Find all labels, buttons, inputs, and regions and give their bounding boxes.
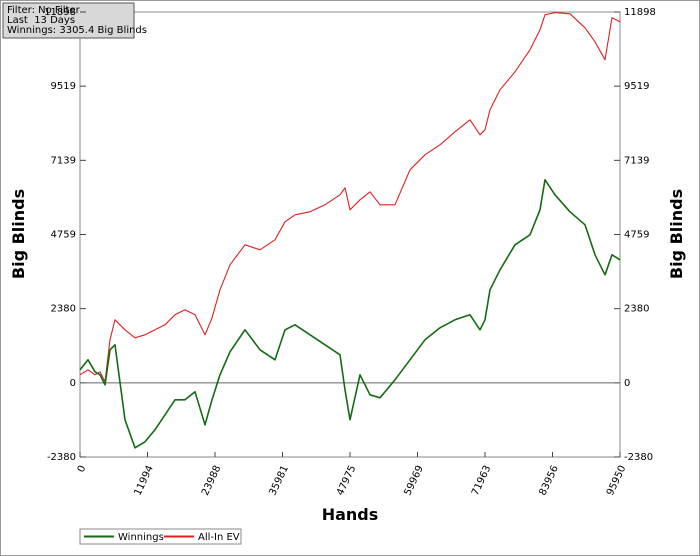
y-tick-label: 4759: [51, 230, 76, 241]
y-tick-label: 11898: [44, 7, 76, 18]
y2-tick-label: 0: [624, 378, 630, 389]
y-tick-label: 9519: [51, 81, 76, 92]
y-tick-label: -2380: [47, 452, 76, 463]
y2-tick-label: -2380: [624, 452, 653, 463]
y2-tick-label: 4759: [624, 230, 649, 241]
plot-area: [79, 11, 621, 458]
series-line: [79, 12, 621, 383]
y-tick-label: 2380: [51, 304, 76, 315]
legend-label: Winnings: [118, 532, 164, 543]
legend-label: All-In EV: [198, 532, 240, 543]
y2-tick-label: 11898: [624, 7, 656, 18]
y2-tick-label: 2380: [624, 304, 649, 315]
y2-tick-label: 7139: [624, 155, 649, 166]
x-tick-label: 0: [76, 464, 89, 474]
info-box: [2, 2, 135, 39]
y-axis-title-right: Big Blinds: [667, 189, 686, 279]
y-axis-title: Big Blinds: [9, 189, 28, 279]
y2-tick-label: 9519: [624, 81, 649, 92]
info-text: Last 13 Days: [7, 15, 75, 26]
info-text: Filter: No Filter: [7, 5, 81, 16]
y-tick-label: 0: [70, 378, 76, 389]
info-text: Winnings: 3305.4 Big Blinds: [7, 25, 147, 36]
x-axis-title: Hands: [322, 505, 379, 524]
legend: [79, 528, 242, 545]
y-tick-label: 7139: [51, 155, 76, 166]
series-line: [79, 179, 621, 449]
